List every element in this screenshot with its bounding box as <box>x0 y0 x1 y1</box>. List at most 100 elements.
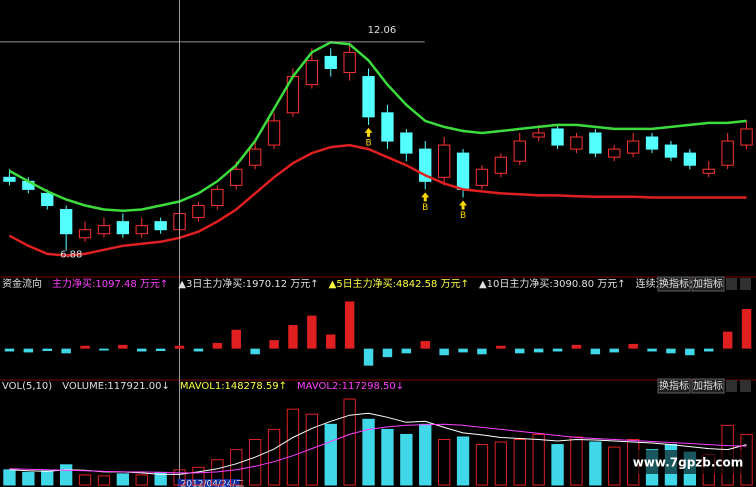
button[interactable] <box>691 276 725 292</box>
flow-bar <box>42 348 52 351</box>
volume-bar <box>419 423 432 486</box>
volume-bar <box>22 471 35 486</box>
candle-body <box>78 229 92 239</box>
indicator-header: MAVOL1:148278.59↑ <box>180 381 287 392</box>
candle-body <box>400 132 413 154</box>
low-label: 6.88 <box>60 250 82 261</box>
flow-bar <box>4 348 15 352</box>
candle-body <box>570 136 583 150</box>
watermark: www.7gpzb.com <box>633 456 744 470</box>
flow-bar <box>80 345 90 349</box>
volume-bar <box>475 444 489 486</box>
buy-label: B <box>365 138 371 148</box>
volume-bar <box>116 473 130 486</box>
candle-body <box>664 144 678 158</box>
candle-body <box>683 152 697 166</box>
flow-bar <box>628 343 638 349</box>
candle-body <box>192 205 205 219</box>
candle-body <box>324 55 337 69</box>
candle-body <box>305 59 319 86</box>
button[interactable] <box>691 378 725 394</box>
volume-bar <box>305 413 319 486</box>
button[interactable] <box>657 276 691 292</box>
flow-bar <box>515 348 525 354</box>
flow-bar <box>382 348 393 358</box>
volume-bar <box>78 474 92 486</box>
buy-label: B <box>422 203 428 213</box>
candle-body <box>116 221 130 235</box>
icon-button[interactable] <box>740 380 751 392</box>
flow-bar <box>269 340 279 349</box>
button-label[interactable]: 换指标 <box>659 379 689 392</box>
buy-label: B <box>460 211 466 221</box>
candle-body <box>721 140 734 166</box>
volume-bar <box>230 449 243 486</box>
volume-bar <box>551 444 564 486</box>
volume-bar <box>608 446 621 486</box>
volume-bar <box>532 433 545 486</box>
candle-body <box>589 132 602 154</box>
volume-bar <box>570 436 583 486</box>
volume-bar <box>192 466 205 486</box>
candle-body <box>381 112 394 142</box>
flow-bar <box>231 329 241 349</box>
candle-body <box>494 156 508 174</box>
volume-bar <box>513 439 526 486</box>
indicator-header: ▲5日主力净买:4842.58 万元↑ <box>329 277 469 290</box>
indicator-header: 主力净买:1097.48 万元↑ <box>52 277 168 290</box>
button[interactable] <box>657 378 691 394</box>
volume-bar <box>324 423 337 486</box>
flow-bar <box>647 348 657 352</box>
flow-bar <box>155 348 166 351</box>
volume-bar <box>248 439 262 486</box>
buy-arrow <box>421 192 430 202</box>
button-label[interactable]: 换指标 <box>659 277 689 290</box>
flow-bar <box>552 348 563 352</box>
volume-bar <box>59 464 73 486</box>
candle-body <box>135 225 148 235</box>
candle-body <box>362 76 375 118</box>
flow-bar <box>741 308 752 349</box>
button-label[interactable]: 加指标 <box>693 277 723 290</box>
flow-bar <box>99 348 109 351</box>
flow-bar <box>685 348 695 356</box>
candle-body <box>97 225 111 235</box>
volume-bar <box>456 436 470 486</box>
volume-bar <box>400 433 413 486</box>
candle-body <box>532 132 545 138</box>
indicator-header: 资金流向 <box>2 277 42 290</box>
flow-bar <box>193 348 204 352</box>
flow-bar <box>344 301 355 349</box>
volume-bar <box>286 408 300 486</box>
indicator-header: ▲10日主力净买:3090.80 万元↑ <box>479 277 626 290</box>
flow-bar <box>704 348 714 352</box>
flow-bar <box>458 348 468 353</box>
button-label[interactable]: 加指标 <box>693 379 723 392</box>
flow-bar <box>288 325 298 349</box>
volume-bar <box>343 398 356 486</box>
volume-bar <box>267 428 281 486</box>
flow-bar <box>61 348 71 354</box>
flow-bar <box>439 348 449 356</box>
volume-bar <box>381 428 394 486</box>
flow-bar <box>609 348 619 353</box>
flow-bar <box>590 348 601 355</box>
candle-body <box>645 136 659 150</box>
flow-bar <box>722 331 733 349</box>
candle-body <box>740 128 753 146</box>
volume-bar <box>173 469 186 486</box>
icon-button[interactable] <box>740 278 751 290</box>
date-box <box>177 479 240 487</box>
mavol-line <box>9 423 747 474</box>
volume-bar <box>362 418 375 486</box>
flow-bar <box>666 348 676 354</box>
flow-bar <box>307 315 317 349</box>
candle-body <box>419 148 432 182</box>
icon-button[interactable] <box>726 380 737 392</box>
flow-bar <box>571 344 582 349</box>
candle-body <box>437 144 451 178</box>
flow-bar <box>363 348 374 366</box>
icon-button[interactable] <box>726 278 737 290</box>
